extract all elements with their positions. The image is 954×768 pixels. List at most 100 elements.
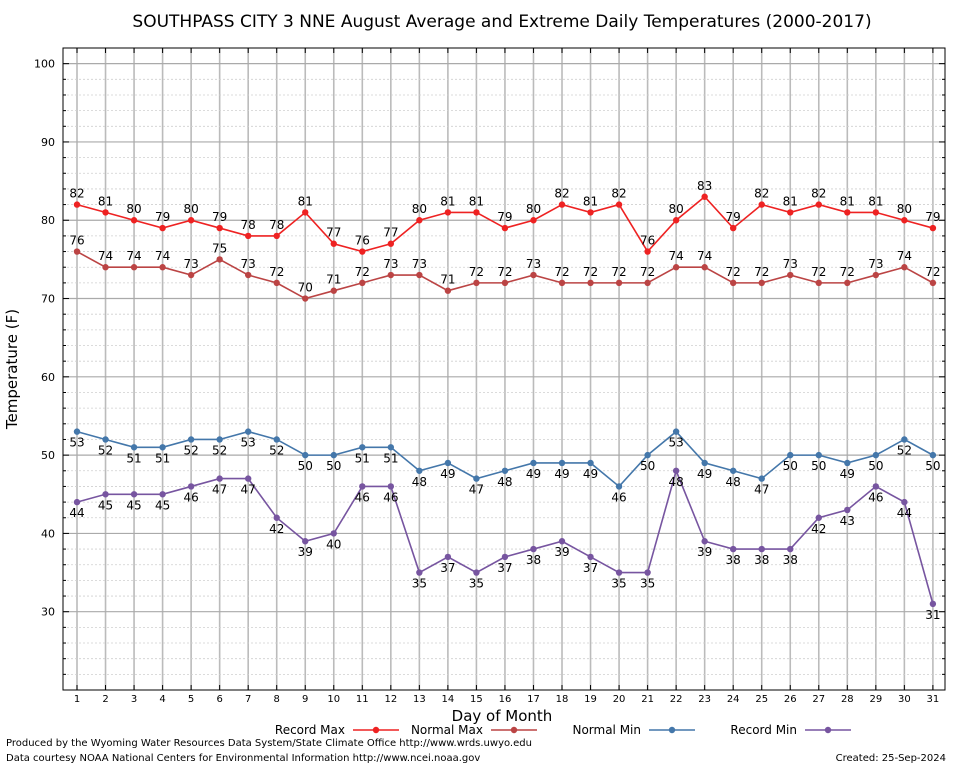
data-point [844, 209, 851, 216]
data-label: 75 [212, 241, 227, 255]
data-point [758, 475, 765, 482]
data-point [387, 271, 395, 279]
data-label: 72 [754, 265, 769, 279]
data-point [216, 436, 223, 443]
data-label: 71 [440, 273, 455, 287]
legend-label: Normal Min [572, 723, 641, 737]
data-point [330, 530, 337, 537]
data-label: 47 [469, 483, 484, 497]
data-label: 50 [783, 459, 798, 473]
data-label: 71 [326, 273, 341, 287]
data-label: 80 [183, 202, 198, 216]
data-label: 45 [98, 498, 113, 512]
data-label: 79 [925, 210, 940, 224]
legend: Record Max Normal Max Normal Min Record Min [275, 723, 851, 737]
data-label: 38 [754, 553, 769, 567]
data-point [787, 209, 794, 216]
x-tick-label: 27 [812, 694, 825, 705]
data-point [244, 475, 252, 482]
data-label: 51 [355, 451, 370, 465]
data-point [701, 459, 708, 467]
data-point [187, 436, 195, 443]
data-point [615, 201, 623, 208]
x-axis-label: Day of Month [452, 707, 553, 725]
data-label: 52 [212, 443, 227, 457]
grid-lines [63, 47, 945, 690]
data-label: 53 [241, 436, 256, 450]
x-tick-label: 11 [356, 694, 369, 705]
data-point [501, 467, 509, 474]
data-point [387, 240, 395, 247]
x-tick-label: 2 [102, 694, 108, 705]
data-point [815, 451, 822, 459]
data-label: 74 [98, 249, 113, 263]
data-label: 72 [640, 265, 655, 279]
data-label: 35 [640, 577, 655, 591]
data-point [787, 451, 794, 459]
data-point [872, 483, 880, 490]
data-point [872, 271, 880, 279]
data-point [73, 201, 81, 208]
y-tick-label: 40 [41, 527, 55, 540]
y-tick-label: 70 [41, 293, 55, 306]
data-label: 72 [554, 265, 569, 279]
y-axis: 30 40 50 60 70 80 90 100 [34, 47, 945, 675]
data-point [187, 271, 195, 279]
x-tick-label: 9 [302, 694, 308, 705]
data-label: 44 [897, 506, 912, 520]
data-label: 49 [554, 467, 569, 481]
data-point [530, 217, 537, 224]
data-label: 46 [868, 490, 883, 504]
y-tick-label: 80 [41, 214, 55, 227]
y-tick-label: 30 [41, 606, 55, 619]
data-label: 46 [383, 490, 398, 504]
data-label: 49 [697, 467, 712, 481]
y-tick-label: 50 [41, 449, 55, 462]
data-label: 79 [155, 210, 170, 224]
x-tick-label: 7 [245, 694, 251, 705]
data-point [758, 279, 765, 287]
legend-label: Normal Max [411, 723, 483, 737]
data-point [929, 451, 937, 459]
data-point [729, 279, 737, 287]
data-point [701, 264, 708, 271]
data-label: 46 [183, 490, 198, 504]
x-tick-label: 16 [499, 694, 512, 705]
data-point [672, 467, 680, 474]
x-tick-label: 6 [216, 694, 222, 705]
data-point [729, 224, 737, 232]
data-label: 44 [69, 506, 84, 520]
data-point [815, 514, 822, 521]
data-point [587, 459, 594, 467]
data-label: 49 [440, 467, 455, 481]
data-label: 72 [497, 265, 512, 279]
data-label: 73 [241, 257, 256, 271]
data-point [473, 279, 480, 287]
data-point [929, 224, 937, 232]
data-label: 72 [726, 265, 741, 279]
x-tick-label: 26 [784, 694, 797, 705]
data-label: 52 [98, 443, 113, 457]
data-label: 72 [583, 265, 598, 279]
data-label: 47 [241, 483, 256, 497]
data-point [444, 459, 452, 467]
data-label: 80 [897, 202, 912, 216]
data-point [729, 467, 737, 474]
x-tick-label: 18 [556, 694, 569, 705]
data-point [73, 428, 81, 435]
series-layer: 82 81 80 79 80 79 78 78 81 77 76 77 80 81 81 79 80 82 81 82… [69, 179, 940, 622]
data-point [302, 295, 309, 302]
x-tick-label: 12 [384, 694, 397, 705]
data-point [672, 264, 680, 271]
data-point [159, 444, 166, 451]
data-label: 80 [668, 202, 683, 216]
data-point [302, 209, 309, 216]
data-label: 38 [783, 553, 798, 567]
data-label: 50 [925, 459, 940, 473]
data-point [273, 436, 280, 443]
data-label: 72 [469, 265, 484, 279]
data-label: 37 [440, 561, 455, 575]
data-label: 50 [298, 459, 313, 473]
data-point [644, 451, 651, 459]
